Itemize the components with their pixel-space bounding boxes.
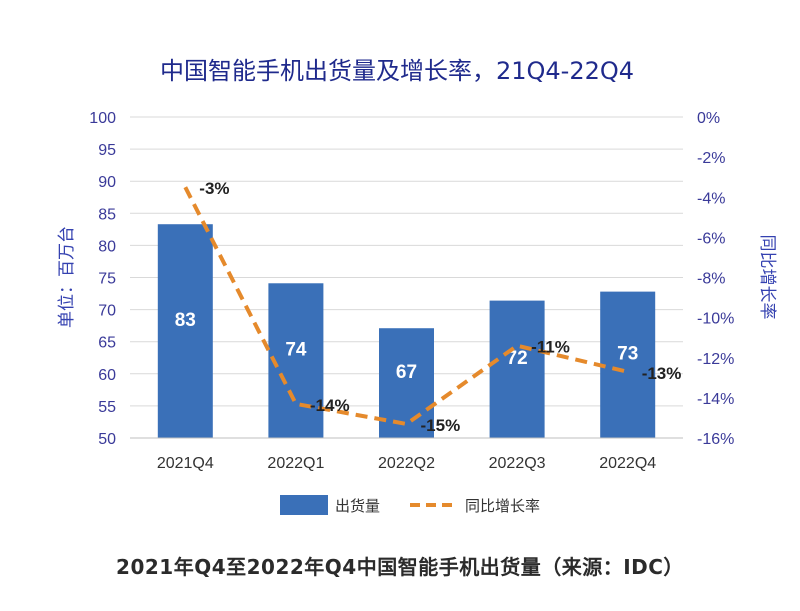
bar-value-label: 72 [507, 348, 528, 369]
x-tick-label: 2022Q4 [599, 455, 656, 472]
right-axis-label: 同比增长率 [757, 235, 777, 320]
right-tick-label: -8% [697, 271, 725, 288]
right-tick-label: 0% [697, 110, 720, 127]
bar-value-label: 73 [617, 344, 638, 365]
left-tick-label: 100 [89, 110, 116, 127]
bar [157, 224, 213, 438]
left-tick-label: 95 [98, 142, 116, 159]
left-tick-label: 55 [98, 399, 116, 416]
growth-value-label: -11% [531, 338, 570, 357]
left-axis-label: 单位：百万台 [57, 226, 77, 328]
growth-value-label: -13% [642, 364, 682, 383]
legend-bar-swatch [280, 495, 328, 515]
bar-value-label: 67 [396, 362, 417, 383]
x-axis: 2021Q4 2022Q1 2022Q2 2022Q3 2022Q4 [130, 437, 683, 472]
left-tick-label: 50 [98, 431, 116, 448]
grid-lines [130, 116, 683, 439]
bars [157, 224, 656, 438]
right-tick-label: -4% [697, 190, 725, 207]
bar [379, 328, 434, 438]
figure-caption: 2021年Q4至2022年Q4中国智能手机出货量（来源：IDC） [116, 555, 684, 579]
right-tick-label: -10% [697, 311, 734, 328]
growth-line-path [183, 186, 629, 426]
left-tick-label: 75 [98, 271, 116, 288]
right-tick-label: -12% [697, 351, 734, 368]
x-tick-label: 2022Q1 [267, 455, 324, 472]
x-tick-label: 2022Q3 [489, 455, 546, 472]
bar-value-label: 74 [285, 340, 307, 361]
x-tick-label: 2021Q4 [157, 455, 214, 472]
right-tick-label: -14% [697, 391, 734, 408]
left-axis: 50 55 60 65 70 75 80 85 90 95 100 [89, 110, 116, 448]
left-tick-label: 70 [98, 303, 116, 320]
left-tick-label: 85 [98, 206, 116, 223]
legend-line-label: 同比增长率 [465, 497, 540, 515]
growth-value-label: -15% [421, 416, 461, 435]
bar-labels: 83 74 67 72 73 [175, 310, 639, 383]
chart-title: 中国智能手机出货量及增长率，21Q4-22Q4 [160, 57, 634, 85]
legend-bar-label: 出货量 [335, 497, 380, 515]
left-tick-label: 60 [98, 367, 116, 384]
left-tick-label: 80 [98, 238, 116, 255]
growth-value-label: -3% [199, 179, 229, 198]
right-axis: 0% -2% -4% -6% -8% -10% -12% -14% -16% [697, 110, 734, 448]
bar [489, 300, 545, 438]
right-tick-label: -6% [697, 230, 725, 247]
right-tick-label: -2% [697, 150, 725, 167]
bar-value-label: 83 [175, 310, 196, 331]
growth-line: -3% -14% -15% -11% -13% [183, 179, 682, 435]
legend: 出货量 同比增长率 [280, 495, 540, 515]
growth-value-label: -14% [310, 396, 350, 415]
left-tick-label: 90 [98, 174, 116, 191]
bar [268, 283, 324, 438]
right-tick-label: -16% [697, 431, 734, 448]
bar [600, 291, 656, 438]
x-tick-label: 2022Q2 [378, 455, 435, 472]
left-tick-label: 65 [98, 335, 116, 352]
